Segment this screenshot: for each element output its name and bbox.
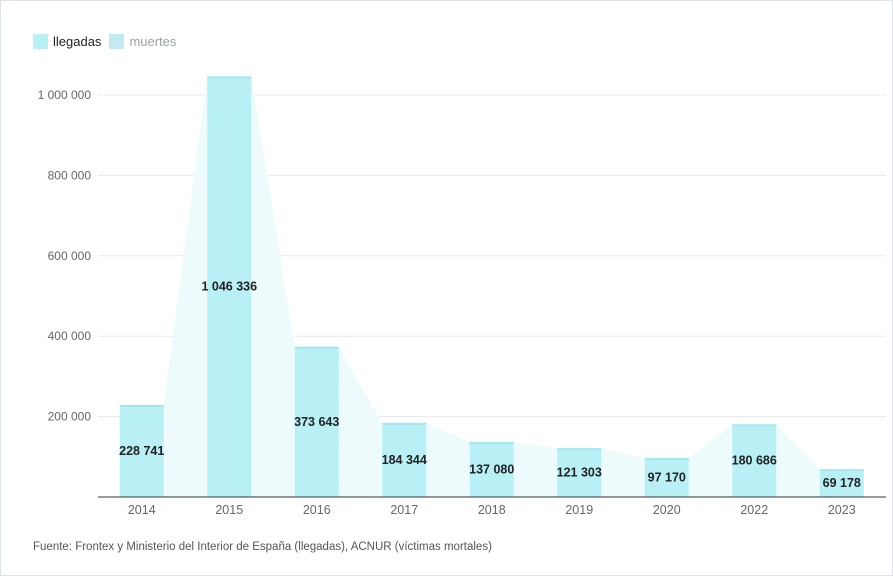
data-label: 373 643 xyxy=(294,415,339,429)
bar-top-2019 xyxy=(557,448,602,451)
data-label: 121 303 xyxy=(557,466,602,480)
data-label: 180 686 xyxy=(732,454,777,468)
bar-top-2017 xyxy=(382,422,427,425)
x-tick-label: 2023 xyxy=(828,503,856,517)
data-label: 97 170 xyxy=(648,470,686,484)
y-tick-label: 600 000 xyxy=(48,249,92,263)
bar-top-2022 xyxy=(732,424,777,427)
bar-2018 xyxy=(469,441,514,497)
bar-2022 xyxy=(732,424,777,497)
x-tick-label: 2017 xyxy=(390,503,418,517)
x-tick-label: 2022 xyxy=(740,503,768,517)
data-label: 184 344 xyxy=(382,453,427,467)
bar-top-2020 xyxy=(644,457,689,460)
bar-2014 xyxy=(119,405,164,497)
bar-2020 xyxy=(644,457,689,497)
x-tick-label: 2014 xyxy=(128,503,156,517)
legend-swatch-llegadas xyxy=(33,34,48,49)
data-label: 1 046 336 xyxy=(201,280,257,294)
bar-2016 xyxy=(294,346,339,497)
legend-label-llegadas: llegadas xyxy=(53,34,102,49)
bar-2015 xyxy=(207,76,252,497)
bar-2023 xyxy=(819,469,864,497)
bar-top-2015 xyxy=(207,76,252,79)
bar-2017 xyxy=(382,422,427,497)
source-note: Fuente: Frontex y Ministerio del Interio… xyxy=(33,541,492,553)
y-tick-label: 800 000 xyxy=(48,168,92,182)
x-tick-label: 2016 xyxy=(303,503,331,517)
x-tick-label: 2019 xyxy=(565,503,593,517)
bar-top-2023 xyxy=(819,469,864,472)
x-tick-label: 2020 xyxy=(653,503,681,517)
bar-2019 xyxy=(557,448,602,497)
data-label: 137 080 xyxy=(469,462,514,476)
legend-item-muertes[interactable]: muertes xyxy=(109,34,176,49)
data-label: 228 741 xyxy=(119,444,164,458)
y-tick-label: 400 000 xyxy=(48,329,92,343)
data-label: 69 178 xyxy=(823,476,861,490)
x-tick-label: 2015 xyxy=(215,503,243,517)
legend: llegadas muertes xyxy=(33,34,176,49)
bar-top-2014 xyxy=(119,405,164,408)
legend-label-muertes: muertes xyxy=(129,34,177,49)
x-tick-label: 2018 xyxy=(478,503,506,517)
legend-item-llegadas[interactable]: llegadas xyxy=(33,34,101,49)
bar-top-2018 xyxy=(469,441,514,444)
y-tick-label: 200 000 xyxy=(48,410,92,424)
y-tick-label: 1 000 000 xyxy=(38,88,92,102)
bar-top-2016 xyxy=(294,346,339,349)
legend-swatch-muertes xyxy=(109,34,125,49)
